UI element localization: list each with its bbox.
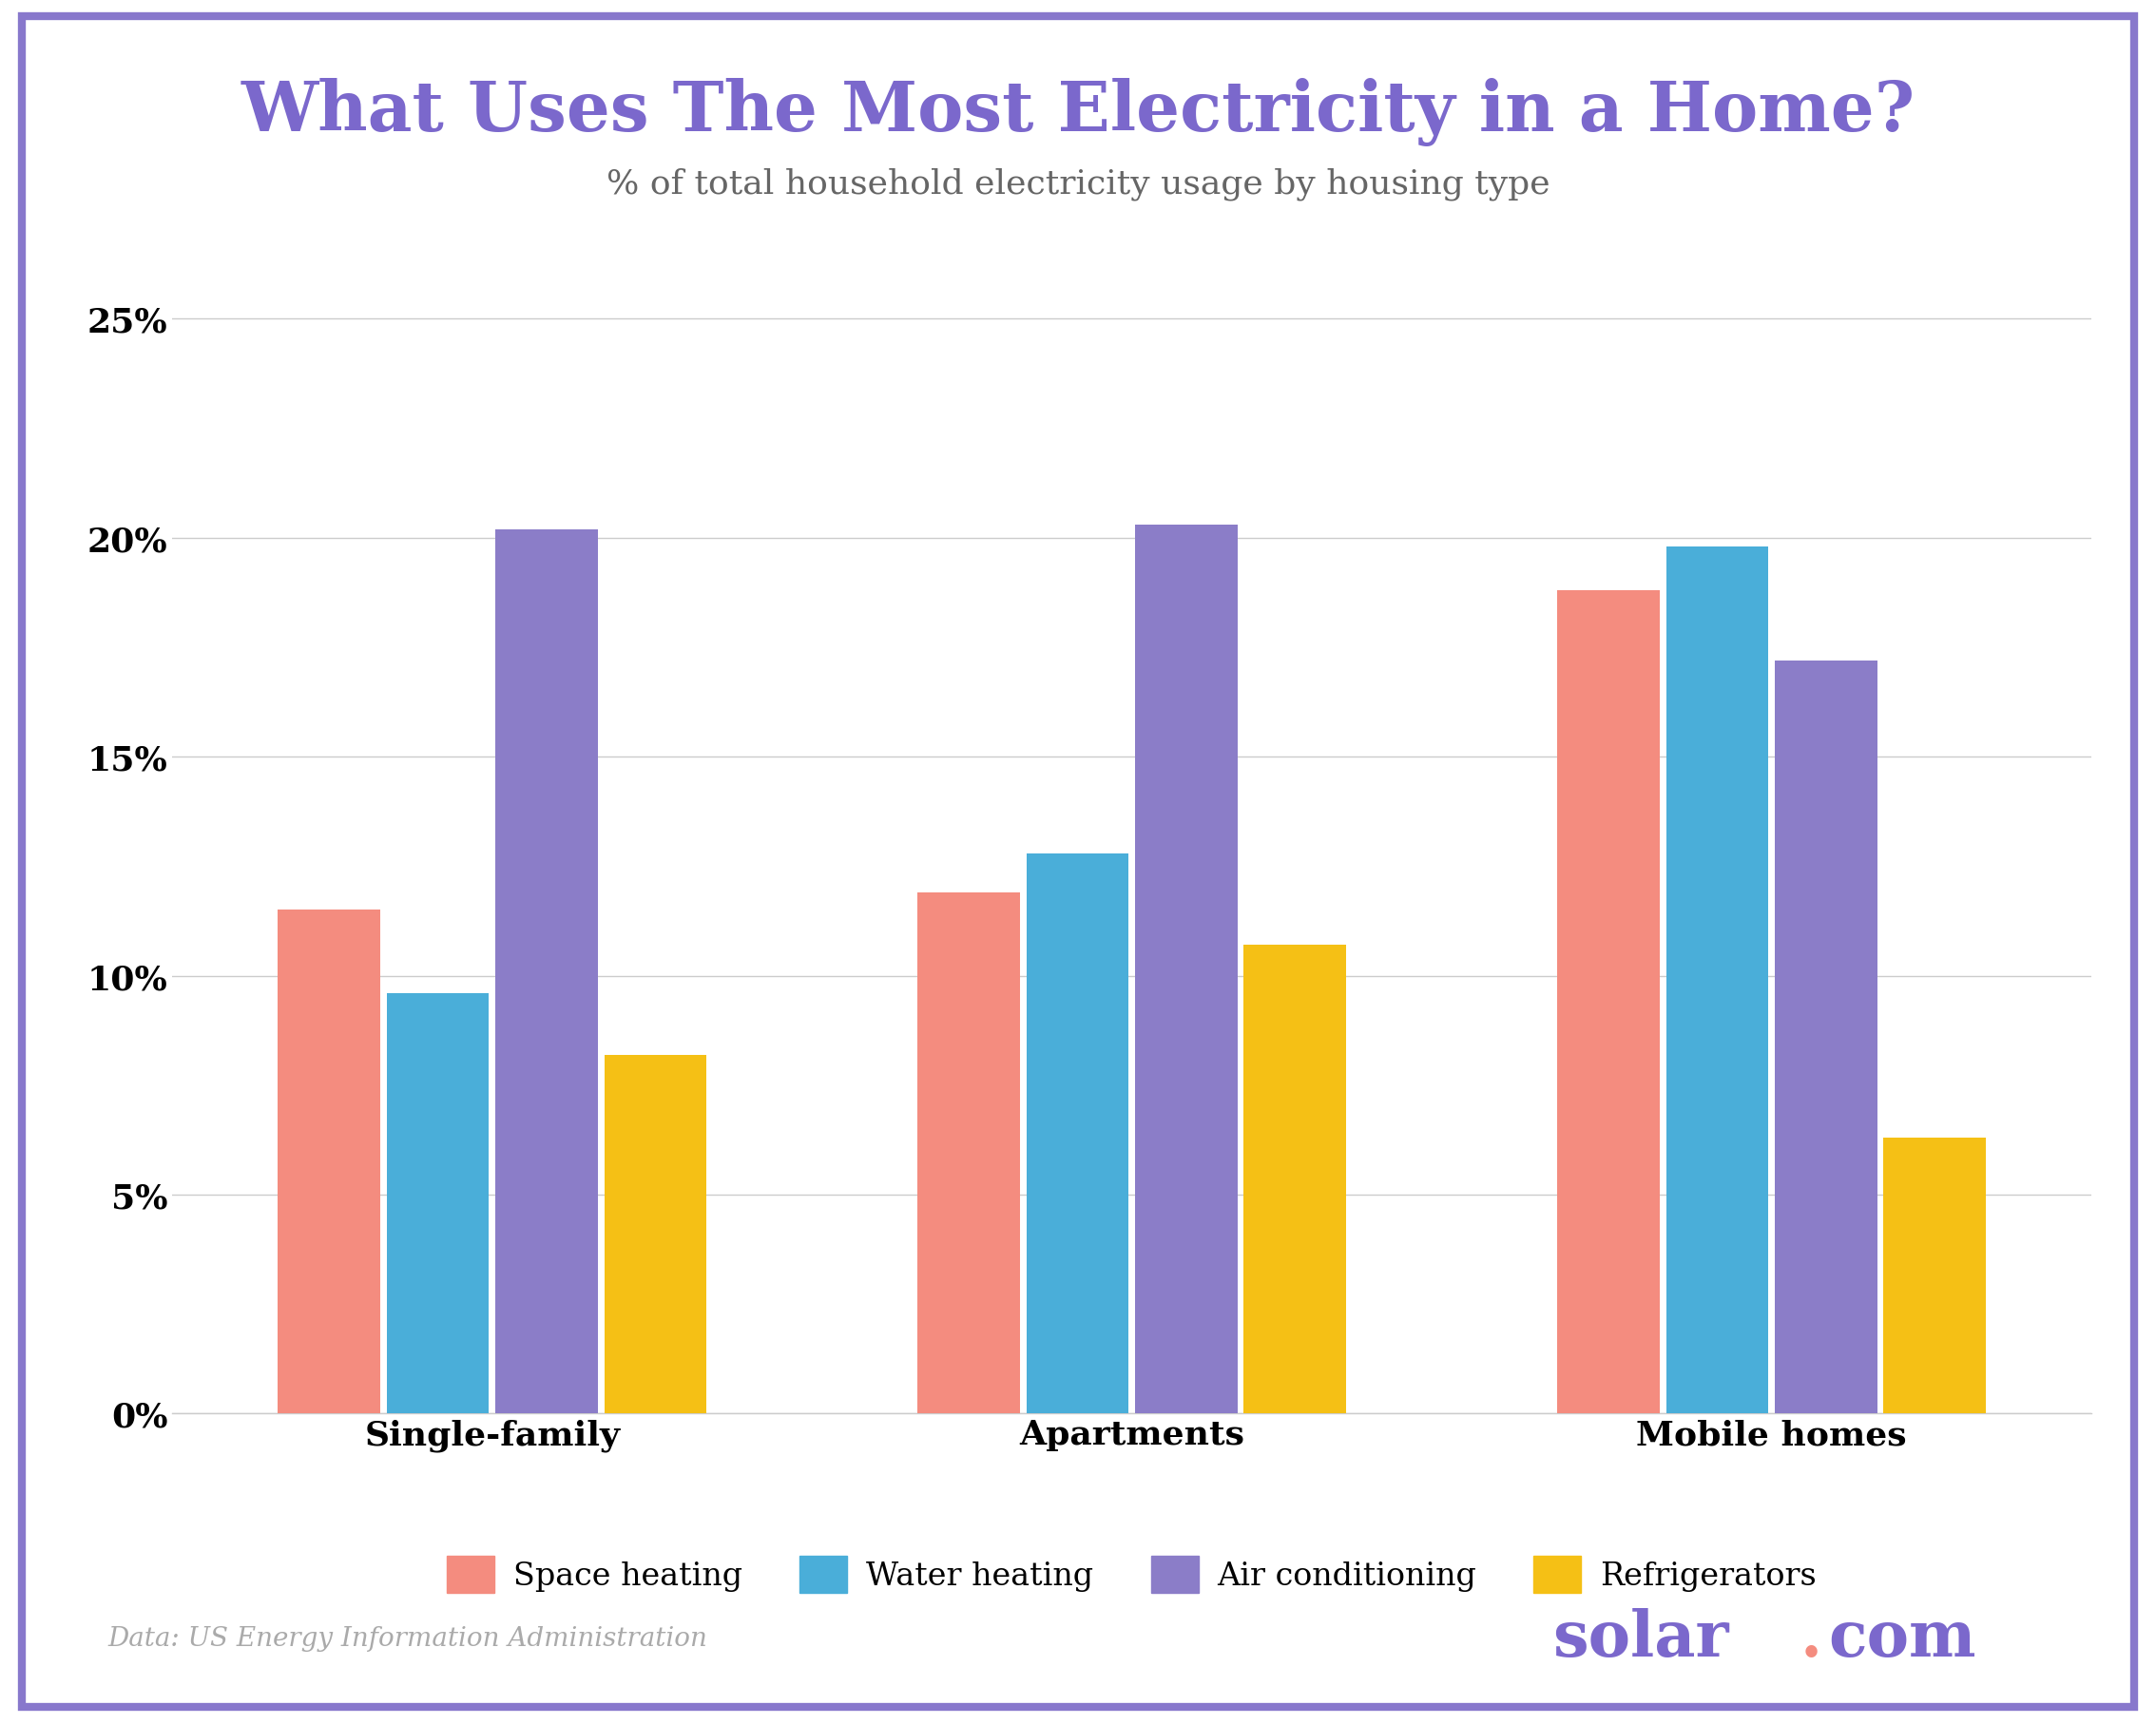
Bar — [604, 1055, 707, 1414]
Bar — [1134, 526, 1238, 1414]
Bar — [496, 529, 597, 1414]
Text: com: com — [1828, 1607, 1977, 1669]
Bar — [278, 910, 379, 1414]
Bar — [1557, 591, 1660, 1414]
Bar — [918, 893, 1020, 1414]
Bar — [1774, 660, 1878, 1414]
Text: solar: solar — [1552, 1607, 1729, 1669]
Bar — [386, 993, 489, 1414]
Bar — [1026, 853, 1130, 1414]
Legend: Space heating, Water heating, Air conditioning, Refrigerators: Space heating, Water heating, Air condit… — [433, 1543, 1830, 1605]
Bar — [1884, 1138, 1986, 1414]
Text: % of total household electricity usage by housing type: % of total household electricity usage b… — [606, 167, 1550, 202]
Text: Data: US Energy Information Administration: Data: US Energy Information Administrati… — [108, 1626, 707, 1650]
Bar — [1667, 547, 1768, 1414]
Bar — [1244, 945, 1345, 1414]
Text: What Uses The Most Electricity in a Home?: What Uses The Most Electricity in a Home… — [241, 78, 1915, 147]
Text: .: . — [1800, 1607, 1822, 1669]
